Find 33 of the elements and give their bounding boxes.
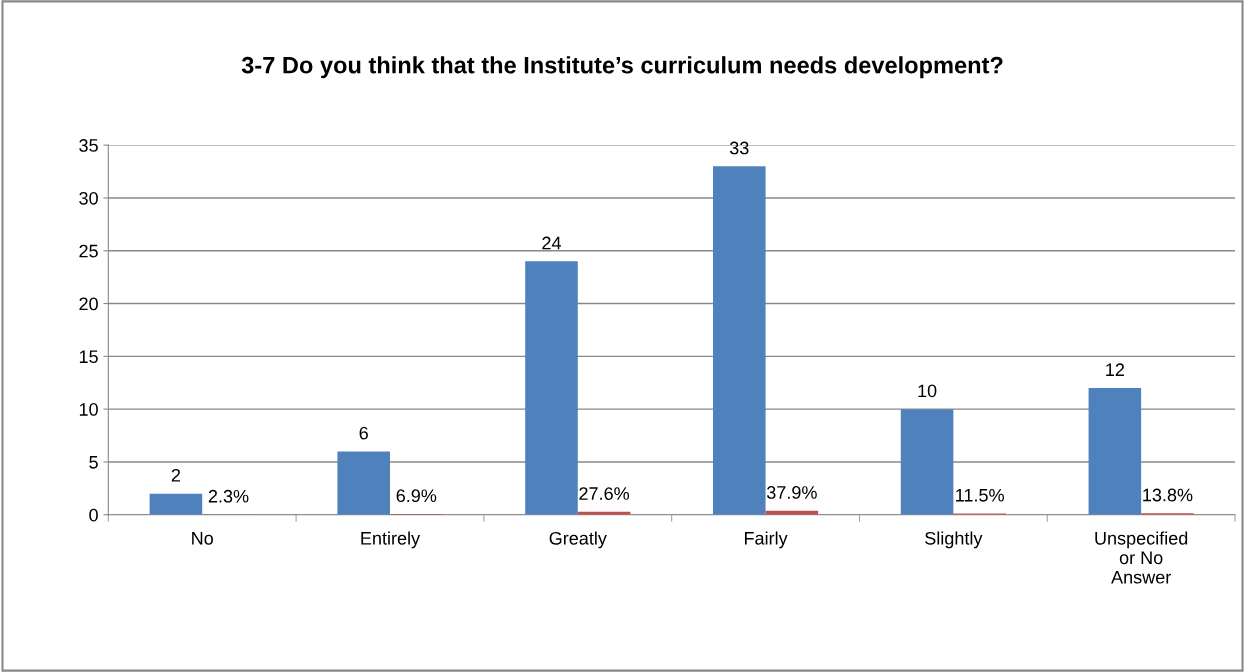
- bar: [712, 166, 766, 515]
- x-tick-label: No: [192, 532, 213, 545]
- x-tick-label: Entirely: [361, 531, 421, 549]
- y-tick-label: 10: [79, 403, 98, 416]
- data-label: 37.9%: [766, 486, 817, 499]
- x-tick-label: Greatly: [549, 531, 607, 549]
- y-tick-label: 35: [79, 139, 98, 152]
- data-label: 33: [729, 141, 749, 155]
- data-label: 12: [1106, 363, 1124, 376]
- data-label: 10: [918, 384, 937, 398]
- x-tick-label: Fairly: [744, 531, 788, 549]
- data-label: 6.9%: [396, 489, 437, 503]
- bar: [1088, 388, 1142, 515]
- bar: [900, 409, 954, 515]
- y-tick-label: 20: [79, 297, 98, 311]
- data-label: 6: [359, 426, 368, 440]
- data-label: 2: [171, 468, 181, 482]
- bar: [525, 261, 578, 515]
- x-tick-label: Unspecified or No Answer: [1095, 531, 1188, 584]
- bar: [337, 451, 390, 515]
- bar: [149, 493, 203, 515]
- chart-title: 3-7 Do you think that the Institute’s curriculum needs development?: [241, 56, 1003, 79]
- data-label: 27.6%: [579, 487, 630, 500]
- data-label: 2.3%: [208, 489, 249, 503]
- y-tick-label: 30: [79, 191, 98, 205]
- y-tick-label: 15: [79, 350, 98, 364]
- y-tick-label: 25: [79, 244, 98, 258]
- data-label: 13.8%: [1143, 488, 1193, 502]
- x-tick-label: Slightly: [925, 531, 983, 549]
- y-tick-label: 0: [89, 508, 98, 522]
- y-tick-label: 5: [89, 456, 98, 469]
- data-label: 11.5%: [956, 488, 1004, 502]
- data-label: 24: [542, 236, 562, 250]
